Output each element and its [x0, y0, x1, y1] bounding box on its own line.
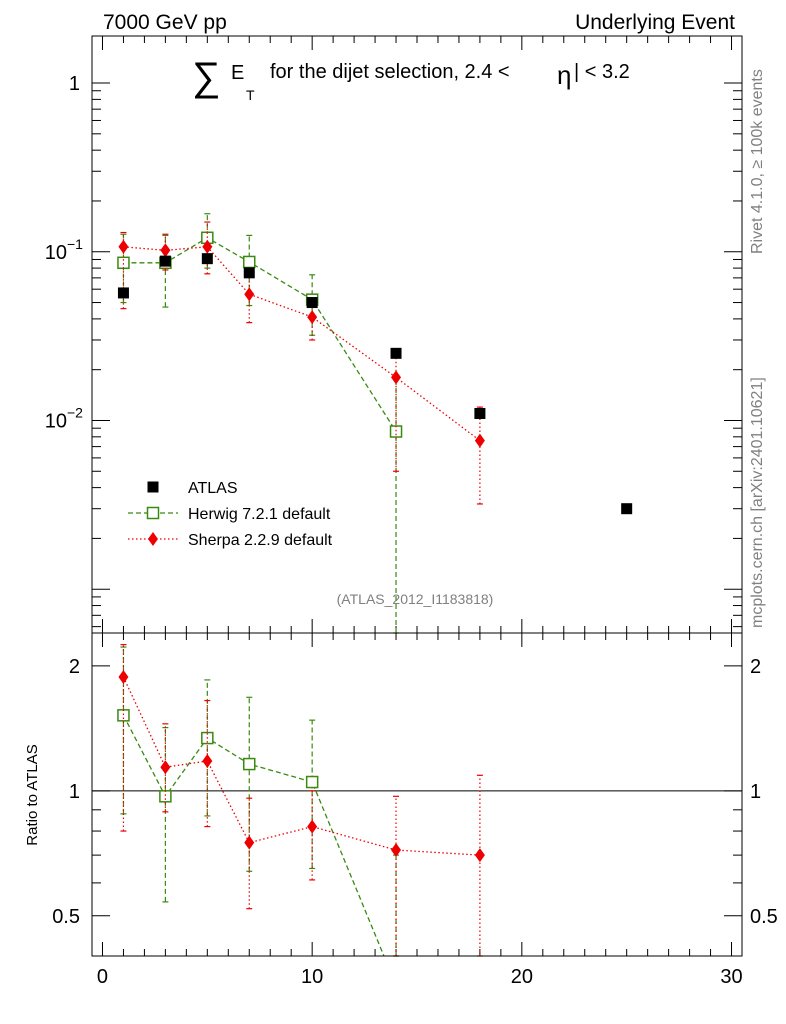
y-tick-label-right: 0.5	[750, 906, 778, 928]
herwig-marker	[305, 775, 319, 789]
ratio-frame	[91, 632, 743, 957]
herwig-marker	[117, 256, 130, 270]
sherpa-marker	[244, 835, 255, 850]
sherpa-marker	[307, 310, 318, 325]
title-eta: η	[557, 60, 571, 90]
atlas-legend-label: ATLAS	[188, 480, 238, 497]
sherpa-marker	[474, 433, 485, 448]
main-axis-ticks	[92, 36, 742, 633]
y-tick-label: 1	[69, 781, 80, 803]
sherpa-legend-label: Sherpa 2.2.9 default	[188, 532, 333, 549]
atlas-marker	[621, 503, 633, 515]
sherpa-marker	[244, 287, 255, 302]
herwig-marker	[146, 506, 160, 520]
rivet-label: Rivet 4.1.0, ≥ 100k events	[749, 69, 766, 254]
x-tick-label: 0	[97, 966, 108, 988]
x-tick-label: 30	[720, 966, 742, 988]
atlas-marker	[306, 297, 318, 309]
title-t-subscript: T	[246, 87, 255, 103]
sherpa-marker	[391, 370, 402, 385]
y-tick-label-exponent: −1	[67, 236, 83, 252]
main-panel: 10 −210 −11	[45, 35, 743, 634]
title-tail: | < 3.2	[574, 61, 630, 83]
atlas-marker	[201, 253, 213, 265]
herwig-legend-label: Herwig 7.2.1 default	[188, 506, 331, 523]
ratio-panel: 0.5 0.5 1 1 2 2	[52, 632, 778, 957]
x-tick-labels: 0 10 20 30	[97, 966, 743, 988]
atlas-marker	[390, 347, 402, 359]
sherpa-line	[123, 246, 481, 442]
atlas-marker	[243, 267, 255, 279]
sherpa-series	[118, 644, 485, 957]
mcplots-label: mcplots.cern.ch [arXiv:2401.10621]	[749, 377, 766, 628]
header-process-label: Underlying Event	[575, 11, 735, 34]
y-tick-label-right: 1	[750, 781, 761, 803]
atlas-series	[117, 253, 633, 515]
ratio-y-axis-label: Ratio to ATLAS	[24, 744, 41, 845]
title-sum-symbol: ∑	[192, 55, 221, 99]
x-tick-label: 20	[511, 966, 533, 988]
herwig-marker	[389, 425, 403, 438]
herwig-marker	[243, 255, 256, 269]
sherpa-marker	[160, 760, 171, 775]
herwig-line	[122, 715, 385, 957]
y-tick-label: 10	[45, 410, 67, 432]
y-tick-label: 1	[69, 73, 80, 95]
header-energy-label: 7000 GeV pp	[103, 11, 227, 34]
sherpa-marker	[160, 243, 171, 258]
herwig-marker	[159, 790, 172, 803]
ratio-series	[92, 644, 742, 957]
x-tick-label: 10	[301, 966, 323, 988]
ratio-axis-ticks	[92, 633, 742, 957]
atlas-marker	[474, 407, 486, 419]
y-tick-label-right: 2	[750, 656, 761, 678]
sherpa-marker	[202, 239, 213, 254]
sherpa-line	[122, 676, 480, 856]
y-tick-label: 10	[45, 242, 67, 264]
herwig-line	[123, 237, 397, 432]
herwig-marker	[243, 757, 256, 771]
sherpa-marker	[118, 239, 129, 254]
sherpa-marker	[202, 753, 213, 768]
ratio-y-tick-labels: 0.5 0.5 1 1 2 2	[52, 656, 778, 928]
sherpa-marker	[391, 843, 402, 858]
sherpa-series	[118, 221, 485, 505]
y-tick-label: 0.5	[52, 906, 80, 928]
title-e: E	[231, 62, 244, 84]
herwig-marker	[117, 709, 130, 722]
y-tick-label-exponent: −2	[67, 404, 83, 420]
main-series	[117, 213, 633, 634]
analysis-label: (ATLAS_2012_I1183818)	[337, 591, 494, 607]
main-y-tick-labels: 10 −210 −11	[45, 73, 83, 432]
title-rest: for the dijet selection, 2.4 <	[270, 61, 510, 83]
y-tick-label: 2	[69, 656, 80, 678]
sherpa-marker	[474, 848, 485, 863]
atlas-marker	[147, 481, 159, 493]
herwig-series	[117, 213, 403, 634]
legend: ATLAS Herwig 7.2.1 default Sherpa 2.2.9 de…	[128, 480, 333, 549]
herwig-series	[117, 646, 400, 957]
sherpa-marker	[307, 819, 318, 834]
sherpa-marker	[118, 670, 129, 685]
sherpa-marker	[148, 532, 158, 546]
atlas-marker	[117, 287, 129, 299]
atlas-marker	[159, 255, 171, 267]
